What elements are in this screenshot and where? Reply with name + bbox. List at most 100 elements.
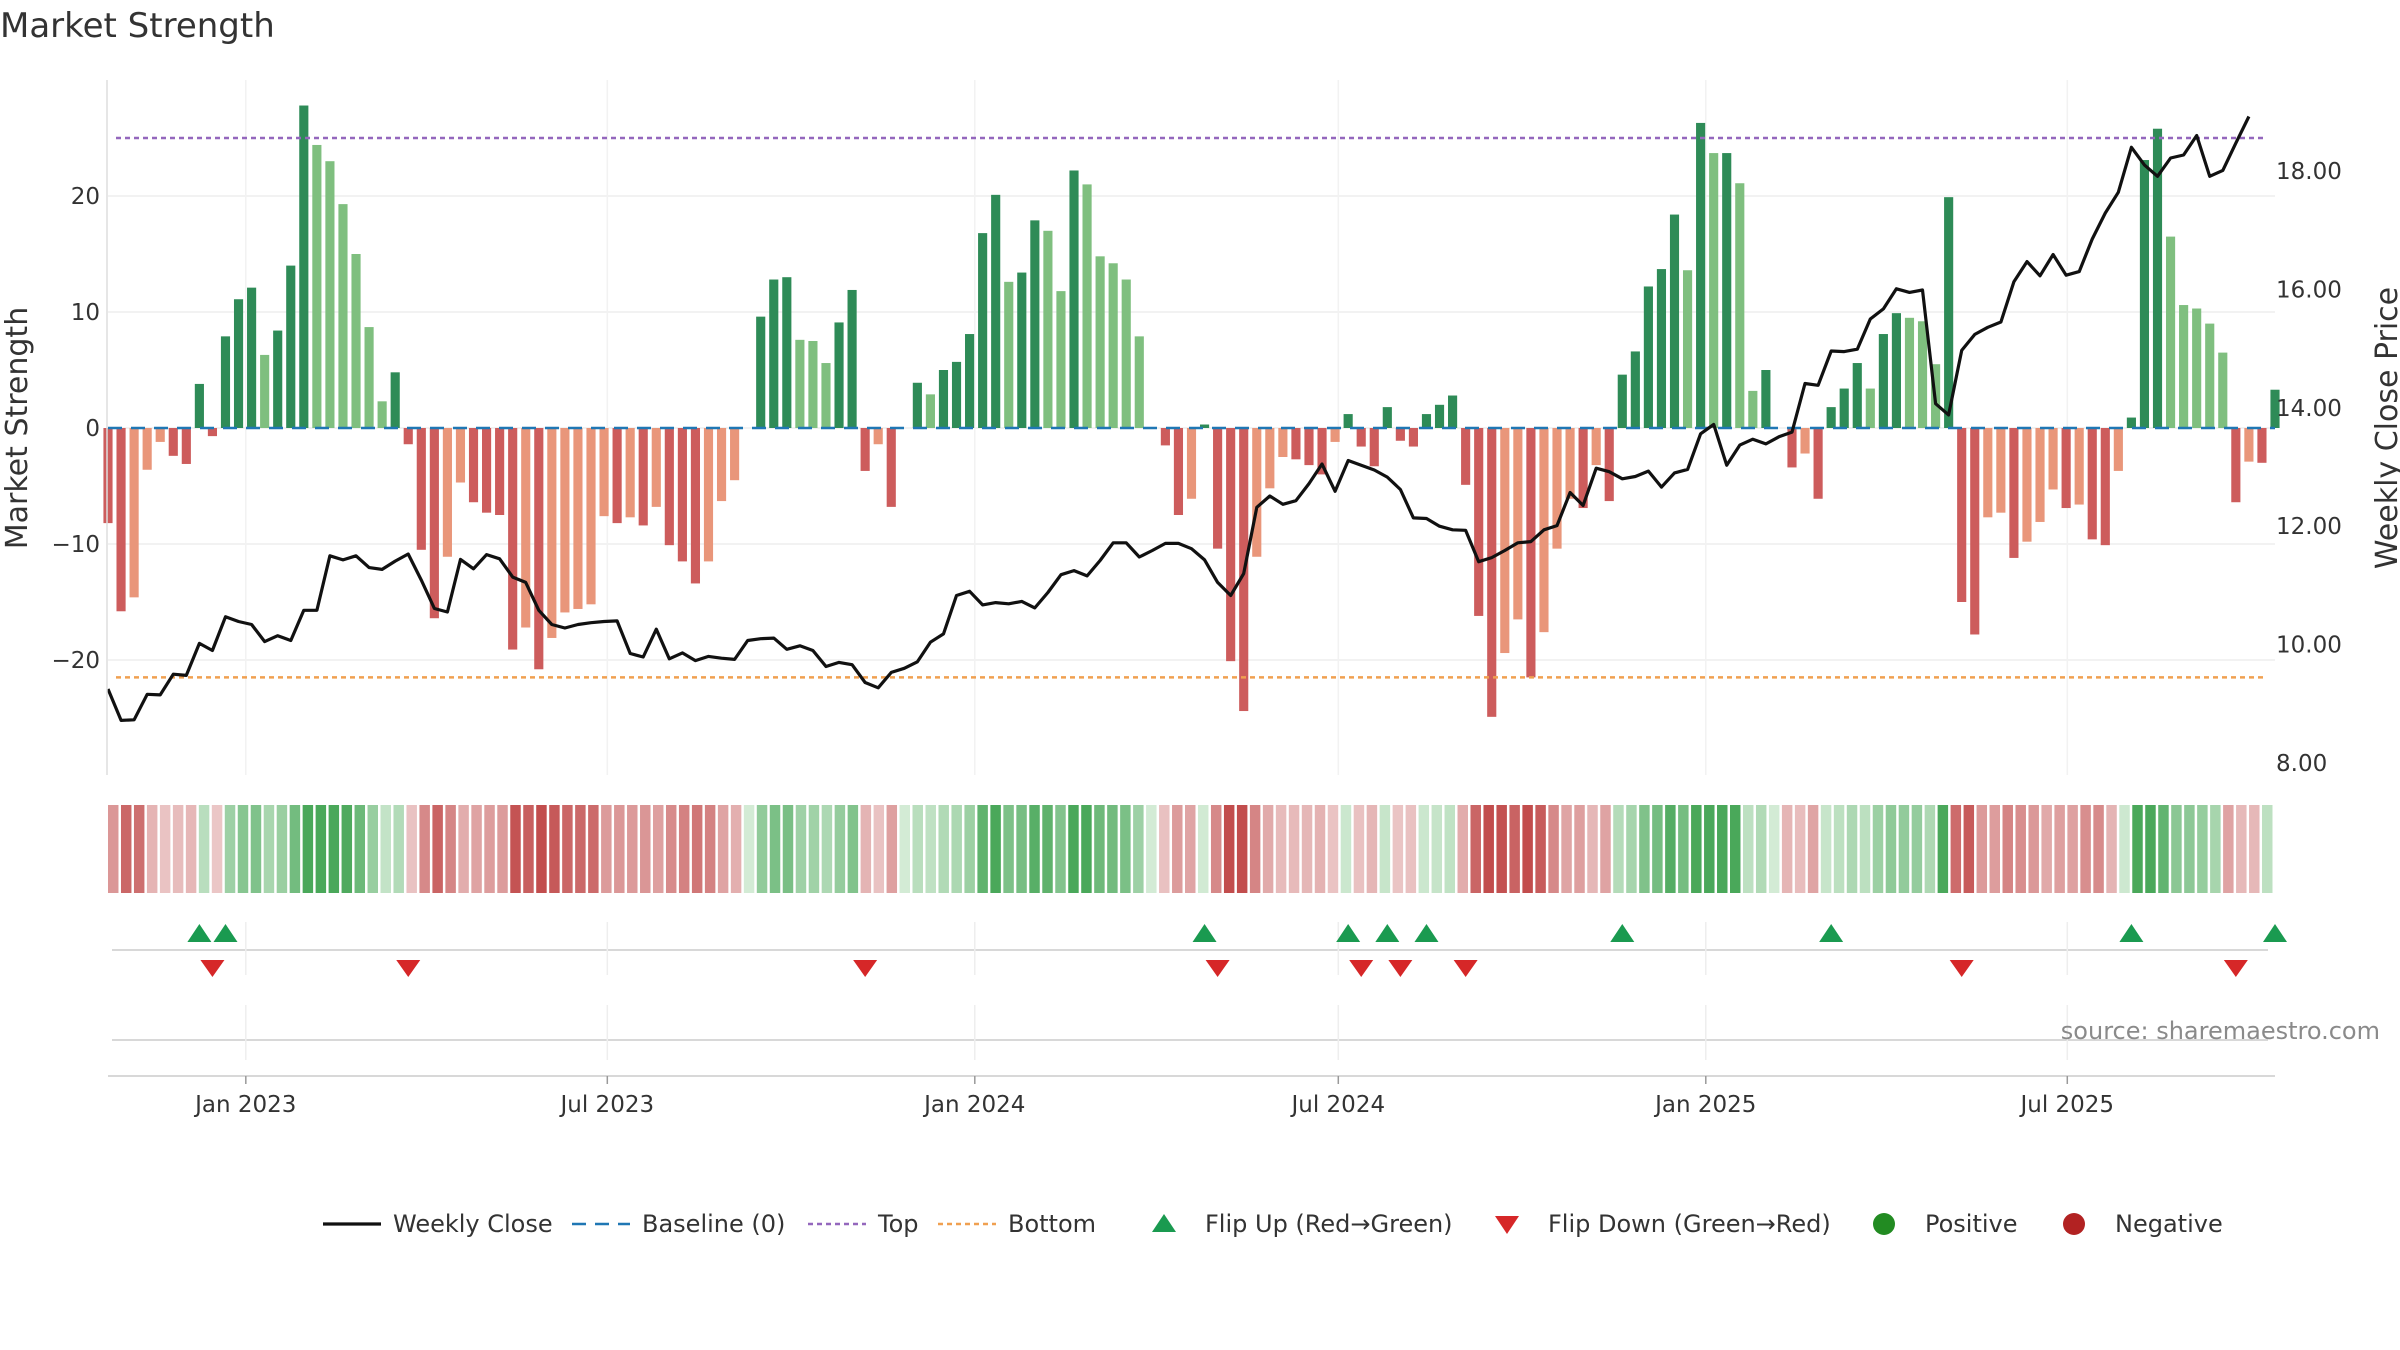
strength-bar (1017, 272, 1027, 428)
heat-cell (717, 805, 729, 893)
strength-bar (1891, 313, 1901, 428)
heat-cell (1950, 805, 1962, 893)
strength-bar (1108, 263, 1118, 428)
strength-bar (2231, 428, 2241, 503)
heat-cell (393, 805, 404, 893)
heat-cell (1444, 805, 1456, 893)
strength-bar (1787, 428, 1797, 468)
heat-cell (2067, 805, 2078, 893)
heat-cell (1353, 805, 1365, 893)
legend-item: Baseline (0) (572, 1210, 785, 1238)
x-axis: Jan 2023 Jul 2023 Jan 2024 Jul 2024 Jan 2025… (193, 1076, 2114, 1118)
heat-cell (1989, 805, 2001, 893)
strength-bar (325, 161, 335, 428)
strength-bar (1904, 317, 1915, 428)
heat-cell (250, 805, 262, 893)
heat-cell (1768, 805, 1780, 893)
heat-cell (665, 805, 677, 893)
strength-bar (1656, 269, 1667, 428)
flip-up-marker (1192, 924, 1217, 942)
strength-bar (1526, 428, 1536, 678)
legend-item: Flip Down (Green→Red) (1495, 1210, 1831, 1238)
strength-bar (1500, 428, 1510, 654)
heat-cell (185, 805, 197, 893)
strength-bar (2009, 428, 2019, 558)
legend-dot-icon (1873, 1213, 1895, 1235)
strength-bar (1748, 390, 1758, 428)
strength-bar (965, 334, 975, 428)
legend-item: Flip Up (Red→Green) (1152, 1210, 1453, 1238)
strength-bar (416, 428, 426, 550)
strength-bar (756, 316, 766, 428)
strength-bar (873, 428, 883, 445)
strength-bar (1669, 214, 1680, 428)
heat-cell (1678, 805, 1689, 893)
heat-cell (756, 805, 768, 893)
strength-bar (220, 336, 231, 428)
strength-bar (821, 363, 831, 428)
heat-cell (1392, 805, 1404, 893)
heat-cell (2197, 805, 2208, 893)
strength-bar (468, 428, 479, 503)
strength-bar (1173, 428, 1184, 515)
heat-cell (1794, 805, 1806, 893)
heat-cell (1820, 805, 1832, 893)
heat-cell (1509, 805, 1520, 893)
y-right-tick-label: 10.00 (2276, 633, 2342, 659)
heat-cell (1262, 805, 1274, 893)
heat-cell (1717, 805, 1728, 893)
heat-cell (1197, 805, 1209, 893)
strength-bar (1082, 184, 1092, 428)
heat-cell (2093, 805, 2104, 893)
y-left-axis-title: Market Strength (0, 307, 35, 549)
flip-down-marker (1388, 960, 1413, 977)
y-right-tick-label: 8.00 (2276, 751, 2327, 777)
heat-cell (1483, 805, 1494, 893)
strength-bar (834, 322, 844, 428)
strength-bar (233, 299, 244, 428)
heat-cell (627, 805, 638, 893)
heat-cell (1963, 805, 1975, 893)
legend-label: Positive (1925, 1210, 2018, 1238)
strength-bar (1552, 428, 1562, 549)
heat-cell (224, 805, 236, 893)
strength-bar (664, 428, 674, 546)
strength-bar (1604, 428, 1614, 502)
strength-bar (2113, 428, 2123, 471)
heat-cell (1431, 805, 1443, 893)
heat-cell (341, 805, 353, 893)
strength-bar (1160, 428, 1170, 446)
heat-cell (1379, 805, 1391, 893)
axes: −20 −10 0 10 20 8.00 10.00 12.00 14.00 16.00 18.00… (0, 80, 2400, 777)
heat-cell (1301, 805, 1313, 893)
heat-cell (990, 805, 1001, 893)
strength-bar (312, 144, 322, 428)
heat-cell (1665, 805, 1676, 893)
heat-cell (276, 805, 288, 893)
heat-cell (172, 805, 184, 893)
strength-bar (560, 428, 570, 613)
legend-label: Flip Up (Red→Green) (1205, 1210, 1453, 1238)
strength-bar (260, 354, 270, 428)
heat-cell (847, 805, 859, 893)
weekly-close-series (106, 115, 2251, 723)
heat-cell (782, 805, 794, 893)
strength-bar (1213, 428, 1223, 549)
heat-cell (1976, 805, 1988, 893)
flip-down-marker (1205, 960, 1230, 977)
heat-cell (432, 805, 443, 893)
heat-cell (159, 805, 171, 893)
strength-bar (1513, 428, 1523, 620)
legend-label: Weekly Close (393, 1210, 553, 1238)
heat-cell (146, 805, 158, 893)
strength-bar (442, 428, 452, 557)
heat-cell (1068, 805, 1079, 893)
heat-cell (601, 805, 612, 893)
heat-cell (1366, 805, 1378, 893)
strength-bar (1134, 336, 1144, 428)
y-right-axis-title: Weekly Close Price (2370, 287, 2400, 569)
heat-cell (2210, 805, 2221, 893)
strength-bar (142, 428, 152, 470)
strength-bar (377, 401, 387, 428)
heat-cell (1859, 805, 1871, 893)
